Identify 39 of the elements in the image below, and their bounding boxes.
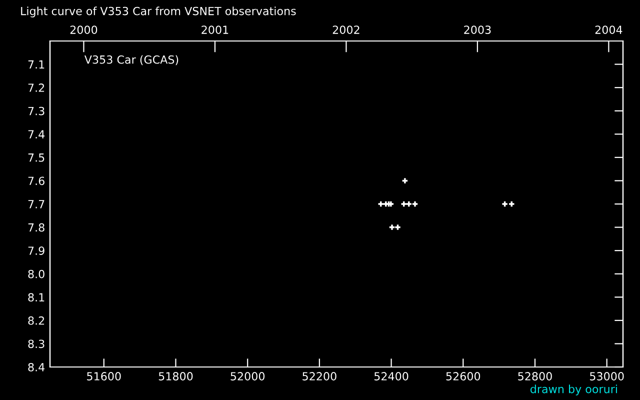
x-tick-label: 52000 [230, 372, 265, 380]
x-tick-label: 52800 [518, 372, 552, 380]
y-tick-label: 7.7 [28, 200, 44, 208]
x2-tick-label: 2001 [202, 26, 228, 34]
y-tick-label: 7.2 [28, 84, 44, 92]
y-tick-label: 7.9 [28, 246, 44, 255]
x-tick-label: 51600 [87, 372, 121, 380]
y-tick-label: 8.1 [28, 293, 44, 302]
point [402, 178, 408, 184]
x-tick-label: 53000 [590, 372, 624, 380]
x2-tick-label: 2002 [332, 26, 360, 34]
text: drawn by ooruri [530, 384, 617, 396]
point [509, 201, 514, 207]
y-tick-label: 7.4 [28, 130, 45, 138]
annotation: V353 Car (GCAS) [84, 55, 178, 66]
point [412, 201, 418, 207]
y-tick-label: 7.6 [28, 176, 44, 186]
x2-tick-label: 2003 [464, 26, 491, 34]
y-tick-label: 7.3 [28, 106, 44, 116]
x2-tick-label: 2004 [595, 26, 622, 34]
chart-title: Light curve of V353 Car from VSNET observations [21, 6, 296, 18]
point [395, 224, 400, 230]
x2-tick-label: 2000 [70, 26, 98, 34]
y-tick-label: 7.1 [28, 60, 44, 69]
y-tick-label: 8.2 [28, 316, 44, 325]
point [502, 201, 508, 207]
x-tick-label: 51800 [158, 372, 193, 380]
x-tick-label: 52400 [374, 372, 408, 380]
x-tick-label: 52200 [302, 372, 336, 380]
y-tick-label: 7.8 [28, 223, 44, 232]
y-tick-label: 8.3 [28, 340, 44, 348]
point [401, 201, 406, 207]
y-tick-label: 8.4 [28, 362, 45, 372]
point [406, 201, 412, 207]
point [378, 201, 384, 207]
point [389, 224, 395, 230]
y-tick-label: 8.0 [28, 270, 44, 278]
y-tick-label: 7.5 [28, 154, 44, 162]
x-tick-label: 52600 [446, 372, 480, 380]
